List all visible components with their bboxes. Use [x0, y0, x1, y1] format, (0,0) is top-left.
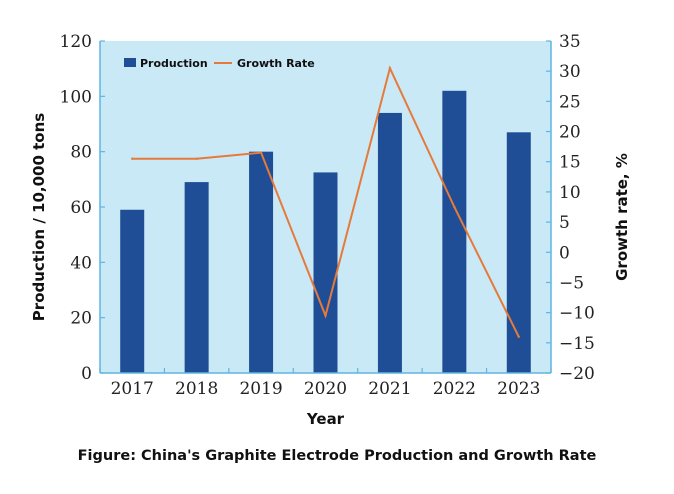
x-tick-label: 2020	[304, 379, 347, 399]
right-tick-label: −10	[559, 304, 595, 324]
right-tick-label: 25	[559, 92, 581, 112]
left-tick-label: 100	[60, 87, 92, 107]
left-tick-label: 60	[70, 198, 92, 218]
legend: Production Growth Rate	[124, 57, 315, 70]
figure-caption: Figure: China's Graphite Electrode Produ…	[77, 448, 597, 464]
left-tick-label: 120	[60, 32, 92, 52]
growth-point-2022	[453, 205, 456, 209]
right-tick-label: 15	[559, 153, 581, 173]
x-axis-title: Year	[306, 410, 345, 428]
x-tick-label: 2021	[368, 379, 411, 399]
bar-2021	[377, 112, 402, 373]
right-tick-label: 0	[559, 243, 570, 263]
bar-2020	[313, 172, 338, 373]
right-tick-label: 20	[559, 123, 581, 143]
growth-point-2017	[131, 157, 134, 160]
right-tick-label: 30	[559, 62, 581, 82]
left-tick-label: 80	[70, 143, 92, 163]
right-tick-label: 5	[559, 213, 570, 233]
left-tick-label: 40	[70, 253, 92, 273]
legend-swatch-production	[124, 58, 136, 67]
bar-2023	[506, 132, 531, 373]
left-tick-label: 20	[70, 309, 92, 329]
legend-label-production: Production	[140, 57, 208, 70]
x-tick-label: 2017	[111, 379, 154, 399]
x-axis: 2017 2018 2019 2020 2021 2022 2023	[99, 368, 552, 399]
growth-point-2023	[517, 335, 520, 338]
growth-line-group	[131, 65, 520, 338]
chart-svg: 0 20 40 60 80 100 120 −20 −15 −10 −5 0 5 10 15 20 25 30 3…	[30, 32, 631, 428]
right-tick-label: 10	[559, 183, 581, 203]
growth-point-2021	[388, 66, 392, 70]
x-tick-label: 2022	[433, 379, 476, 399]
growth-point-2019	[259, 151, 263, 154]
bars-group	[120, 90, 531, 374]
bar-2018	[184, 182, 209, 373]
right-tick-label: −15	[559, 334, 595, 354]
bar-2022	[442, 90, 467, 374]
legend-label-growth: Growth Rate	[237, 57, 315, 70]
left-axis: 0 20 40 60 80 100 120	[60, 32, 105, 384]
x-tick-label: 2023	[497, 379, 540, 399]
right-tick-label: 35	[559, 32, 581, 52]
growth-point-2018	[195, 157, 198, 160]
growth-point-2020	[324, 314, 327, 317]
left-tick-label: 0	[81, 364, 92, 384]
y2-axis-title: Growth rate, %	[613, 153, 631, 281]
bar-2017	[120, 209, 145, 373]
right-axis: −20 −15 −10 −5 0 5 10 15 20 25 30 35	[546, 32, 595, 384]
y-axis-title: Production / 10,000 tons	[30, 113, 48, 321]
x-tick-label: 2019	[239, 379, 282, 399]
right-tick-label: −5	[559, 273, 584, 293]
bar-2019	[249, 151, 274, 373]
x-tick-label: 2018	[175, 379, 218, 399]
right-tick-label: −20	[559, 364, 595, 384]
